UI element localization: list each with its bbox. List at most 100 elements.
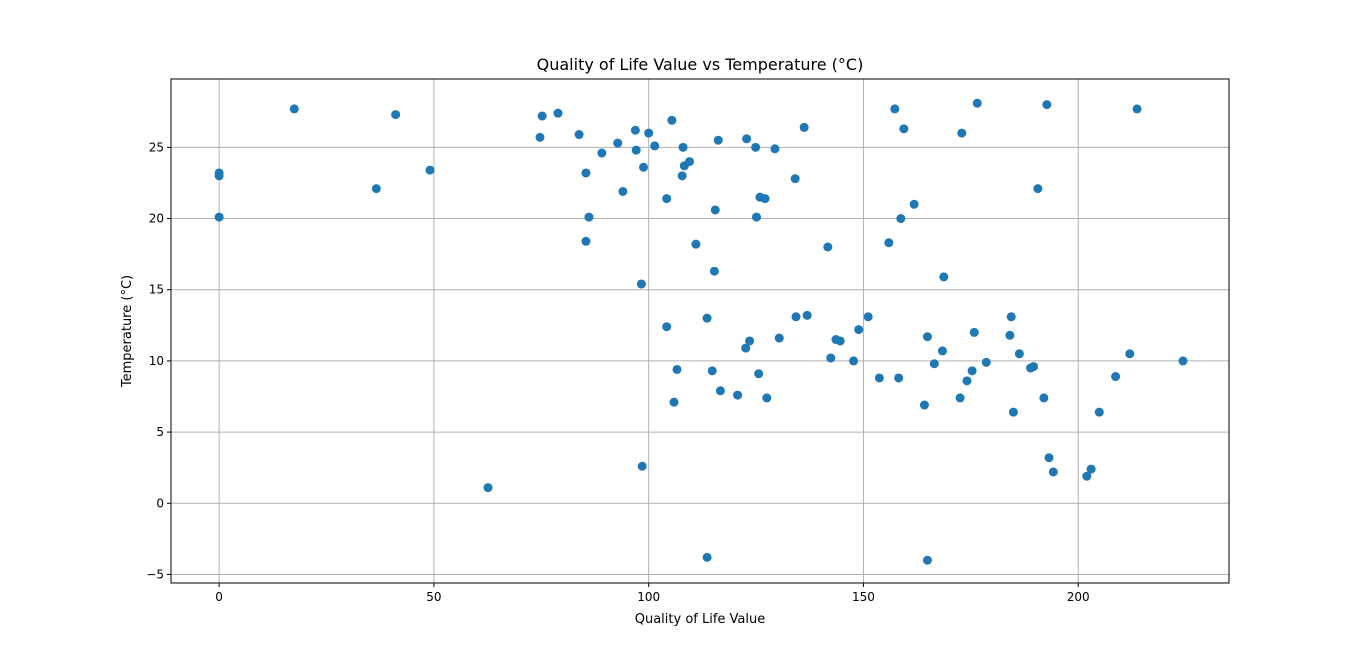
scatter-point <box>214 171 224 181</box>
scatter-point <box>631 145 641 155</box>
scatter-point <box>425 165 435 175</box>
scatter-point <box>939 272 949 282</box>
scatter-point <box>922 332 932 342</box>
scatter-point <box>1082 471 1092 481</box>
scatter-point <box>677 171 687 181</box>
x-tick-label: 50 <box>426 590 441 604</box>
scatter-point <box>637 461 647 471</box>
x-tick-label: 200 <box>1067 590 1090 604</box>
scatter-point <box>1125 349 1135 359</box>
scatter-point <box>909 199 919 209</box>
scatter-point <box>702 313 712 323</box>
scatter-point <box>835 336 845 346</box>
scatter-point <box>672 364 682 374</box>
scatter-point <box>630 125 640 135</box>
scatter-point <box>662 322 672 332</box>
scatter-point <box>899 124 909 134</box>
scatter-point <box>745 336 755 346</box>
scatter-point <box>849 356 859 366</box>
scatter-point <box>762 393 772 403</box>
x-tick-label: 100 <box>637 590 660 604</box>
scatter-point <box>733 390 743 400</box>
scatter-point <box>535 132 545 142</box>
scatter-point <box>741 343 751 353</box>
scatter-point <box>742 134 752 144</box>
scatter-point <box>962 376 972 386</box>
scatter-point <box>1005 330 1015 340</box>
scatter-point <box>799 122 809 132</box>
scatter-point <box>929 359 939 369</box>
scatter-point <box>597 148 607 158</box>
scatter-point <box>581 168 591 178</box>
x-tick-label: 0 <box>215 590 223 604</box>
scatter-point <box>1006 312 1016 322</box>
scatter-point <box>483 483 493 493</box>
scatter-point <box>1014 349 1024 359</box>
scatter-point <box>1039 393 1049 403</box>
scatter-point <box>709 266 719 276</box>
scatter-point <box>391 110 401 120</box>
y-axis-label: Temperature (°C) <box>120 275 135 388</box>
scatter-point <box>1042 100 1052 110</box>
scatter-point <box>553 108 563 118</box>
scatter-point <box>884 238 894 248</box>
scatter-point <box>715 386 725 396</box>
y-tick-label: 15 <box>149 283 164 297</box>
scatter-point <box>1044 453 1054 463</box>
scatter-point <box>1033 184 1043 194</box>
scatter-point <box>613 138 623 148</box>
scatter-point <box>650 141 660 151</box>
scatter-point <box>713 135 723 145</box>
scatter-point <box>894 373 904 383</box>
scatter-point <box>790 174 800 184</box>
y-tick-label: 5 <box>156 425 164 439</box>
scatter-point <box>967 366 977 376</box>
scatter-point <box>863 312 873 322</box>
scatter-point <box>854 325 864 335</box>
scatter-point <box>214 212 224 222</box>
scatter-point <box>702 552 712 562</box>
scatter-point <box>791 312 801 322</box>
scatter-point <box>644 128 654 138</box>
scatter-point <box>955 393 965 403</box>
scatter-point <box>618 186 628 196</box>
x-axis-label: Quality of Life Value <box>635 612 766 627</box>
scatter-point <box>584 212 594 222</box>
scatter-point <box>802 310 812 320</box>
scatter-point <box>919 400 929 410</box>
scatter-point <box>957 128 967 138</box>
scatter-point <box>669 397 679 407</box>
scatter-point <box>667 115 677 125</box>
scatter-point <box>922 555 932 565</box>
scatter-point <box>826 353 836 363</box>
scatter-point <box>1094 407 1104 417</box>
scatter-point <box>1132 104 1142 114</box>
scatter-point <box>751 212 761 222</box>
scatter-point <box>710 205 720 215</box>
scatter-point <box>581 236 591 246</box>
axis-ticks: 0 50 100 150 200 −5 0 5 10 15 20 25 <box>146 140 1089 604</box>
scatter-point <box>774 333 784 343</box>
grid-lines <box>171 79 1229 583</box>
scatter-point <box>981 357 991 367</box>
scatter-point <box>537 111 547 121</box>
x-tick-label: 150 <box>852 590 875 604</box>
data-points <box>214 98 1188 565</box>
scatter-point <box>1048 467 1058 477</box>
scatter-point <box>823 242 833 252</box>
scatter-point <box>1086 464 1096 474</box>
scatter-point <box>1008 407 1018 417</box>
scatter-point <box>969 327 979 337</box>
scatter-point <box>691 239 701 249</box>
scatter-point <box>770 144 780 154</box>
scatter-point <box>371 184 381 194</box>
scatter-point <box>972 98 982 108</box>
scatter-point <box>574 130 584 140</box>
scatter-point <box>289 104 299 114</box>
scatter-point <box>662 194 672 204</box>
y-tick-label: 25 <box>149 140 164 154</box>
scatter-point <box>751 142 761 152</box>
scatter-point <box>890 104 900 114</box>
